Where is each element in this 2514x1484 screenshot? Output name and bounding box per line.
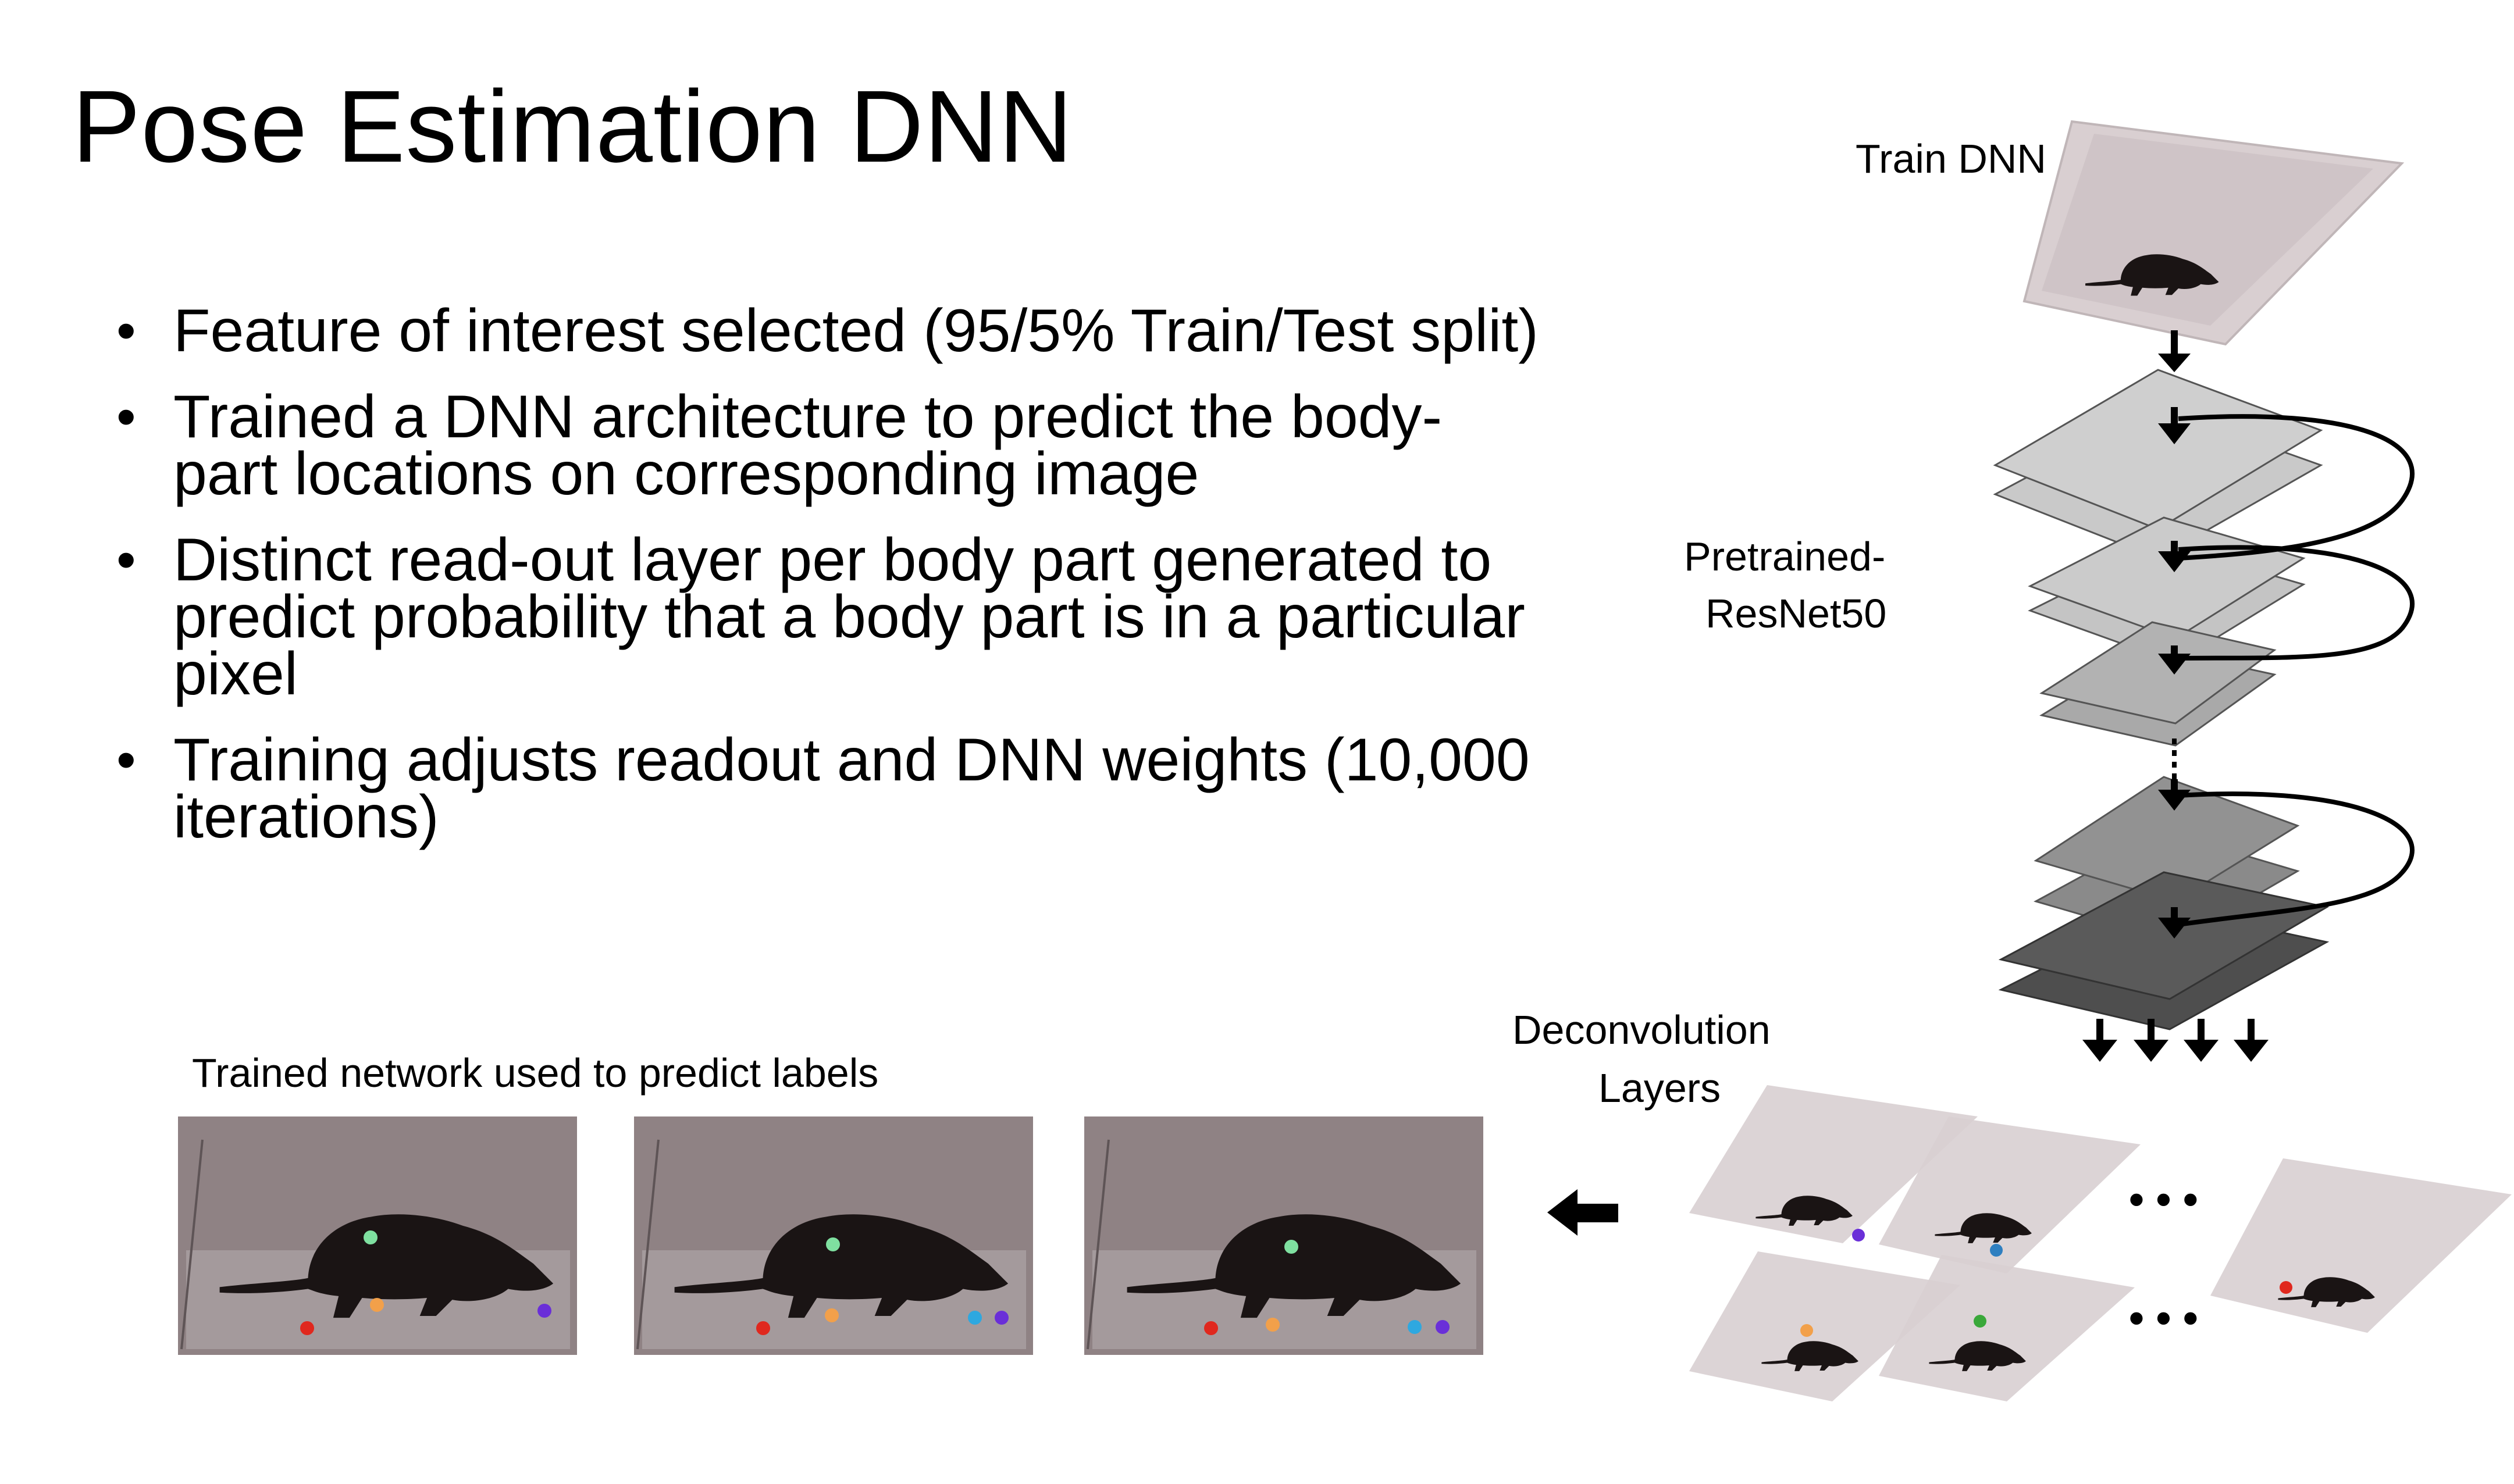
train-image [2022,120,2405,346]
bullet-item: Feature of interest selected (95/5% Trai… [116,301,1541,361]
bullet-item: Training adjusts readout and DNN weights… [116,730,1541,847]
deconvolution-label-line2: Layers [1598,1065,1721,1111]
pretrained-label-line2: ResNet50 [1705,591,1887,636]
pretrained-label-line1: Pretrained- [1684,534,1886,579]
arrow-down-icon [2158,330,2191,372]
output-arrows-icon [2082,1019,2269,1062]
ellipsis-top: • • • [2129,1175,2198,1223]
resnet-layer-stack [1993,369,2330,1030]
train-dnn-label: Train DNN [1856,136,2046,181]
bullet-list: Feature of interest selected (95/5% Trai… [116,301,1541,875]
ellipsis-bottom: • • • [2129,1294,2198,1342]
prediction-caption: Trained network used to predict labels [192,1050,879,1096]
skip-connection-icon [2178,414,2415,927]
bullet-item: Trained a DNN architecture to predict th… [116,387,1541,504]
prediction-photo-3 [1084,1116,1483,1355]
prediction-photo-1 [178,1116,577,1355]
deconvolution-maps [1689,1085,2512,1401]
bullet-item: Distinct read-out layer per body part ge… [116,530,1541,704]
arrow-left-icon [1547,1189,1618,1236]
prediction-photo-2 [634,1116,1033,1355]
slide-title: Pose Estimation DNN [72,70,1073,184]
deconvolution-label-line1: Deconvolution [1512,1007,1771,1053]
